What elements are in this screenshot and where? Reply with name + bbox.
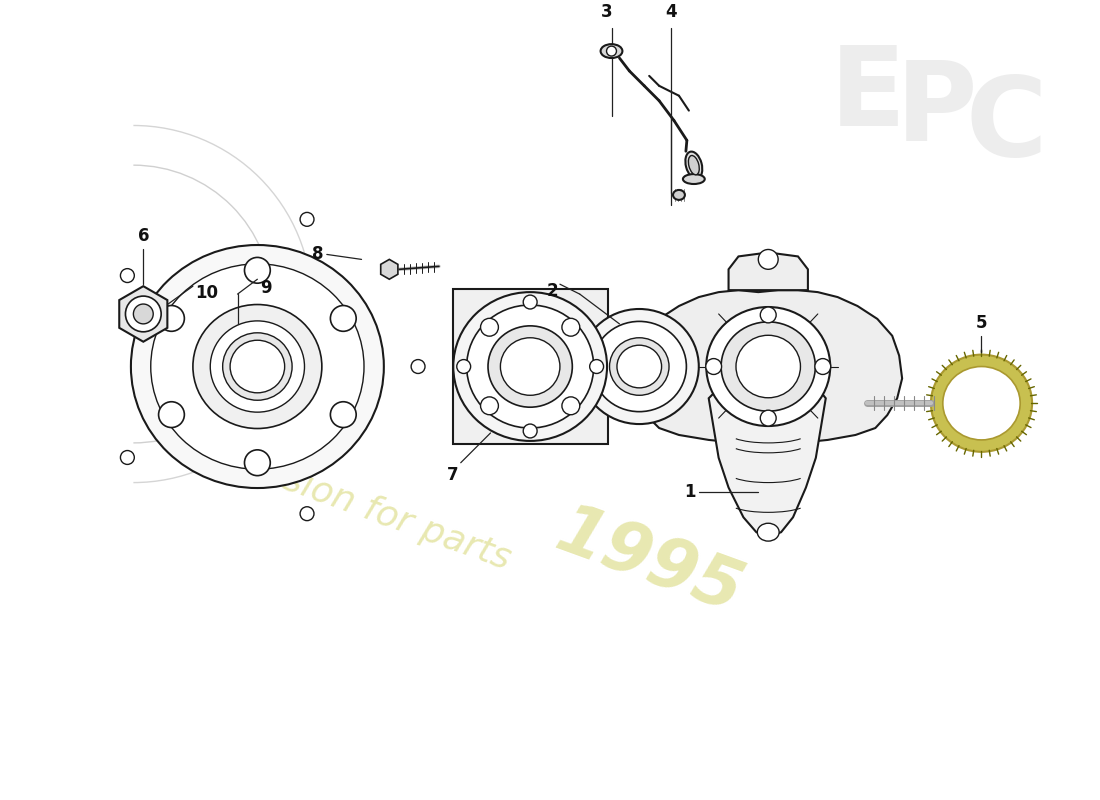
Ellipse shape	[592, 322, 686, 412]
Circle shape	[758, 250, 778, 270]
Text: 6: 6	[138, 226, 150, 245]
Circle shape	[411, 359, 425, 374]
Text: 10: 10	[195, 284, 218, 302]
Circle shape	[524, 424, 537, 438]
Ellipse shape	[230, 340, 285, 393]
Text: 1: 1	[684, 483, 696, 502]
Ellipse shape	[609, 338, 669, 395]
Text: C: C	[966, 72, 1047, 179]
Polygon shape	[635, 290, 902, 443]
Circle shape	[456, 359, 471, 374]
Text: P: P	[896, 57, 978, 164]
Polygon shape	[381, 259, 398, 279]
Circle shape	[158, 306, 185, 331]
Ellipse shape	[931, 354, 1032, 452]
Ellipse shape	[689, 155, 700, 175]
Circle shape	[562, 397, 580, 414]
Ellipse shape	[685, 151, 702, 178]
Circle shape	[481, 397, 498, 414]
Polygon shape	[728, 253, 807, 290]
Circle shape	[244, 450, 271, 476]
Ellipse shape	[466, 305, 594, 428]
Circle shape	[524, 295, 537, 309]
Polygon shape	[708, 382, 826, 537]
Text: 2: 2	[547, 282, 558, 300]
Ellipse shape	[210, 321, 305, 412]
Ellipse shape	[131, 245, 384, 488]
Ellipse shape	[757, 523, 779, 541]
Circle shape	[300, 506, 313, 521]
Ellipse shape	[722, 322, 815, 411]
Ellipse shape	[192, 305, 322, 429]
Ellipse shape	[453, 292, 607, 441]
Ellipse shape	[943, 366, 1020, 440]
Text: E: E	[829, 42, 905, 150]
Circle shape	[300, 213, 313, 226]
Ellipse shape	[151, 264, 364, 469]
Text: 4: 4	[666, 3, 676, 22]
Ellipse shape	[617, 345, 661, 388]
Ellipse shape	[601, 44, 623, 58]
Circle shape	[562, 318, 580, 336]
Circle shape	[481, 318, 498, 336]
Circle shape	[815, 358, 830, 374]
Ellipse shape	[683, 174, 705, 184]
Text: 3: 3	[601, 3, 613, 22]
Circle shape	[244, 258, 271, 283]
Circle shape	[120, 269, 134, 282]
Circle shape	[125, 296, 162, 332]
Ellipse shape	[580, 309, 698, 424]
Circle shape	[706, 358, 722, 374]
Circle shape	[606, 46, 616, 56]
Ellipse shape	[500, 338, 560, 395]
Circle shape	[330, 306, 356, 331]
Ellipse shape	[222, 333, 293, 400]
Ellipse shape	[488, 326, 572, 407]
Text: 8: 8	[312, 246, 323, 263]
Text: 7: 7	[447, 466, 459, 484]
Text: 5: 5	[976, 314, 987, 332]
Ellipse shape	[673, 190, 685, 200]
Circle shape	[158, 402, 185, 427]
Circle shape	[330, 402, 356, 427]
Circle shape	[120, 450, 134, 465]
Circle shape	[133, 304, 153, 324]
Ellipse shape	[706, 307, 830, 426]
Text: 9: 9	[261, 279, 272, 298]
Polygon shape	[119, 286, 167, 342]
Circle shape	[760, 410, 777, 426]
Circle shape	[590, 359, 604, 374]
Circle shape	[760, 307, 777, 323]
Ellipse shape	[736, 335, 801, 398]
Text: a passion for parts: a passion for parts	[187, 429, 516, 576]
Text: 1995: 1995	[547, 498, 751, 626]
Polygon shape	[453, 289, 607, 444]
